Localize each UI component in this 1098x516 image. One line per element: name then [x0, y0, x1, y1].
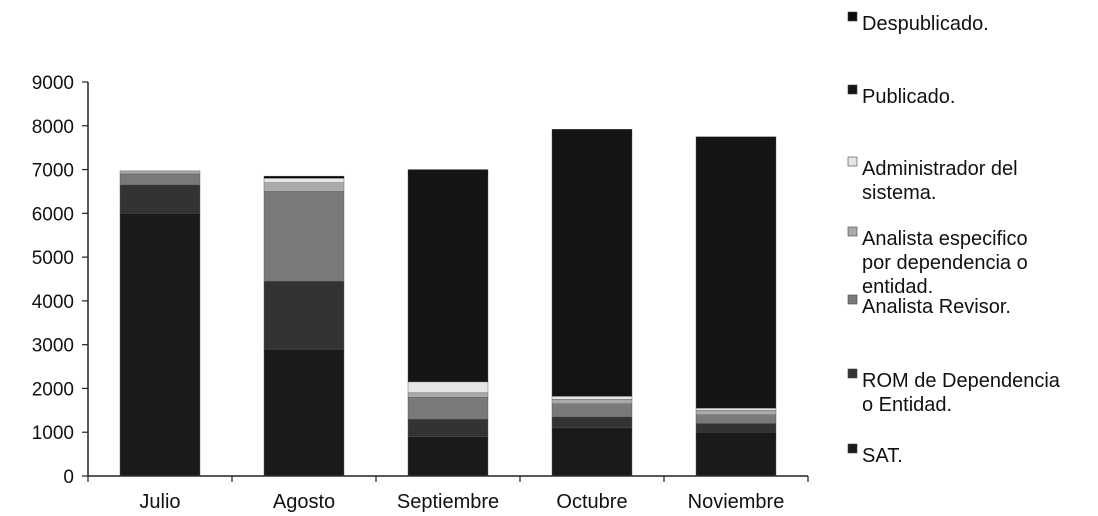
- y-tick-label: 1000: [32, 423, 74, 444]
- legend-label: ROM de Dependencia: [862, 370, 1061, 392]
- bar-segment-despublicado: [263, 175, 345, 179]
- bar-segment-analista-revisor: [695, 414, 777, 424]
- bar-segment-sat: [695, 432, 777, 477]
- legend-label: Despublicado.: [862, 13, 989, 35]
- y-tick-label: 6000: [32, 204, 74, 225]
- x-tick-label: Agosto: [273, 491, 335, 513]
- legend-label: Administrador del: [862, 158, 1018, 180]
- bar-group-octubre: [551, 129, 633, 477]
- legend-swatch: [847, 443, 858, 454]
- bar-segment-analista-especifico-por-dependencia-o-entidad: [119, 171, 201, 175]
- legend-swatch: [847, 368, 858, 379]
- bar-segment-analista-revisor: [551, 403, 633, 418]
- bar-group-agosto: [263, 175, 345, 477]
- y-tick-label: 3000: [32, 336, 74, 357]
- bar-segment-analista-revisor: [263, 191, 345, 282]
- bar-group-julio: [119, 170, 201, 477]
- bar-group-noviembre: [695, 136, 777, 477]
- bar-segment-administrador-del-sistema: [263, 178, 345, 183]
- legend-label: Analista especifico: [862, 228, 1028, 250]
- legend-item-sat: SAT.: [847, 443, 903, 467]
- bar-segment-rom-de-dependencia-o-entidad: [119, 184, 201, 214]
- legend-label: por dependencia o: [862, 252, 1028, 274]
- legend-swatch: [847, 226, 858, 237]
- bar-segment-rom-de-dependencia-o-entidad: [263, 280, 345, 350]
- bar-segment-publicado: [407, 169, 489, 383]
- bars: [119, 129, 777, 477]
- legend-label: entidad.: [862, 276, 933, 298]
- bar-segment-administrador-del-sistema: [407, 381, 489, 394]
- legend-label: o Entidad.: [862, 394, 952, 416]
- bar-segment-sat: [263, 348, 345, 477]
- y-axis: 0 1000 2000 3000 4000 5000 6000 7000 8000 9000: [32, 73, 89, 488]
- bar-segment-analista-especifico-por-dependencia-o-entidad: [263, 182, 345, 192]
- bar-segment-analista-especifico-por-dependencia-o-entidad: [695, 410, 777, 415]
- bar-segment-analista-revisor: [407, 397, 489, 420]
- y-tick-label: 5000: [32, 248, 74, 269]
- bar-segment-sat: [119, 213, 201, 477]
- legend-label: Publicado.: [862, 86, 955, 108]
- x-tick-label: Noviembre: [688, 491, 785, 513]
- bar-group-septiembre: [407, 169, 489, 477]
- bar-segment-analista-especifico-por-dependencia-o-entidad: [551, 399, 633, 404]
- bar-segment-administrador-del-sistema: [119, 170, 201, 172]
- bar-segment-sat: [551, 427, 633, 477]
- x-tick-label: Septiembre: [397, 491, 499, 513]
- bar-segment-rom-de-dependencia-o-entidad: [551, 416, 633, 429]
- legend-label: SAT.: [862, 445, 903, 467]
- bar-segment-publicado: [551, 129, 633, 397]
- y-tick-label: 9000: [32, 73, 74, 94]
- legend-swatch: [847, 294, 858, 305]
- y-tick-label: 8000: [32, 117, 74, 138]
- bar-segment-sat: [407, 436, 489, 477]
- legend-item-analista-revisor: Analista Revisor.: [847, 294, 1011, 318]
- legend-swatch: [847, 156, 858, 167]
- x-tick-label: Julio: [139, 491, 180, 513]
- x-axis: Julio Agosto Septiembre Octubre Noviembre: [87, 475, 809, 513]
- y-tick-label: 7000: [32, 161, 74, 182]
- legend: Despublicado. Publicado. Administrador del…: [847, 11, 1061, 467]
- bar-segment-rom-de-dependencia-o-entidad: [695, 423, 777, 433]
- legend-label: Analista Revisor.: [862, 296, 1011, 318]
- bar-segment-analista-revisor: [119, 173, 201, 186]
- y-tick-label: 4000: [32, 292, 74, 313]
- bar-segment-publicado: [695, 136, 777, 409]
- bar-segment-rom-de-dependencia-o-entidad: [407, 418, 489, 437]
- x-tick-label: Octubre: [556, 491, 627, 513]
- legend-item-despublicado: Despublicado.: [847, 11, 989, 35]
- legend-swatch: [847, 84, 858, 95]
- legend-label: sistema.: [862, 182, 936, 204]
- legend-item-publicado: Publicado.: [847, 84, 955, 108]
- y-tick-label: 2000: [32, 379, 74, 400]
- y-tick-label: 0: [63, 467, 74, 488]
- bar-segment-administrador-del-sistema: [695, 407, 777, 411]
- bar-segment-analista-especifico-por-dependencia-o-entidad: [407, 392, 489, 398]
- legend-swatch: [847, 11, 858, 22]
- bar-segment-administrador-del-sistema: [551, 396, 633, 400]
